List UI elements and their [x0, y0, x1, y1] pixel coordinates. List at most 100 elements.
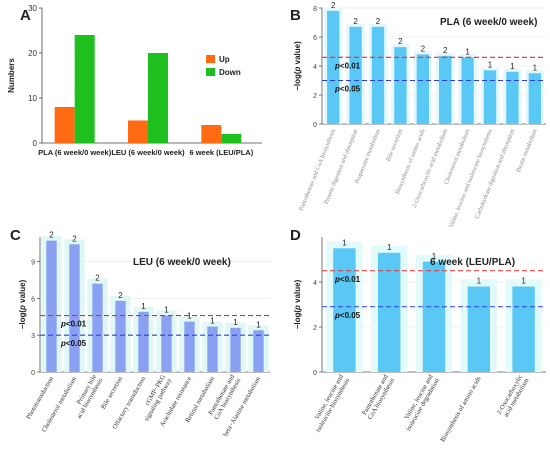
panel-letter-c: C [10, 227, 21, 244]
bar [416, 54, 429, 124]
bar [253, 330, 264, 372]
bar [46, 240, 57, 372]
y-tick-label: 2 [313, 93, 317, 100]
y-axis-label: −log(p value) [18, 279, 27, 329]
bar-down [148, 53, 168, 143]
panel-d: D 0 2 4 −log(p value) 1 Valine, leucine andiso… [290, 227, 546, 443]
panel-title: LEU (6 week/0 week) [133, 257, 231, 268]
bar [349, 26, 362, 125]
legend-label-down: Down [219, 68, 241, 77]
y-tick-label: 10 [28, 94, 37, 103]
bar [138, 311, 149, 372]
bar-count-label: 1 [510, 62, 515, 71]
bar [333, 248, 356, 372]
y-tick-label: 0 [33, 139, 38, 148]
bar [467, 286, 490, 372]
legend-swatch-down [206, 68, 215, 76]
y-tick-label: 30 [28, 4, 37, 13]
bar [461, 57, 474, 124]
bar [92, 283, 103, 372]
panel-letter-b: B [290, 7, 301, 24]
bar-count-label: 2 [353, 17, 358, 26]
bar-down [74, 35, 95, 143]
y-tick-label: 0 [313, 370, 317, 377]
y-tick-label: 4 [313, 64, 317, 71]
bar-count-label: 2 [443, 46, 448, 55]
bar-count-label: 2 [398, 37, 403, 46]
bar-count-label: 1 [465, 47, 470, 56]
bar [528, 73, 541, 124]
y-axis-label: −log(p value) [293, 41, 302, 91]
panel-letter-a: A [20, 7, 31, 24]
threshold-label: p<0.01 [334, 275, 361, 284]
bar-count-label: 2 [376, 17, 381, 26]
y-axis-label: −log(p value) [293, 279, 302, 329]
bar-count-label: 1 [533, 63, 538, 72]
bar-count-label: 1 [210, 317, 215, 326]
bar [207, 326, 218, 372]
threshold-label: p<0.01 [334, 61, 361, 70]
bar [378, 252, 401, 372]
x-tick-label: Pantothenate andCoA biosynthesis [361, 373, 397, 421]
bar-count-label: 1 [187, 312, 192, 321]
x-tick-label: Bile secretion [385, 128, 404, 162]
x-tick-label: 2-Oxocarboxylicacid metabolism [496, 373, 531, 420]
bar [512, 286, 535, 372]
bar-count-label: 1 [521, 277, 526, 286]
bar [394, 47, 407, 124]
bar-count-label: 2 [72, 234, 77, 243]
panel-letter-d: D [290, 227, 301, 244]
x-tick-label: 6 week (LEU/PLA) [189, 148, 253, 157]
bar-count-label: 2 [95, 274, 100, 283]
bar [161, 315, 172, 372]
panel-a: A 0 10 20 30 Numbers PLA (6 week/0 week) LEU (6… [7, 4, 262, 157]
bar-count-label: 1 [256, 320, 261, 329]
legend-swatch-up [206, 55, 215, 63]
threshold-label: p<0.01 [60, 320, 87, 329]
bar-count-label: 2 [118, 291, 123, 300]
y-tick-label: 6 [313, 35, 317, 42]
bar-up [54, 107, 75, 143]
x-tick-label: Biotin metabolism [515, 128, 539, 173]
bar-count-label: 1 [141, 302, 146, 311]
y-tick-label: 3 [31, 333, 35, 340]
x-tick-label: Propanoate metabolism [354, 128, 382, 185]
bar-count-label: 1 [164, 306, 169, 315]
y-tick-label: 6 [31, 296, 35, 303]
x-tick-label: Carbohydrate digestion and absorption [474, 128, 516, 220]
y-tick-label: 4 [313, 280, 317, 287]
bar [439, 55, 452, 124]
x-tick-label: LEU (6 week/0 week) [111, 148, 185, 157]
y-axis-label: Numbers [7, 58, 16, 93]
threshold-label: p<0.05 [60, 339, 87, 348]
threshold-label: p<0.05 [334, 311, 361, 320]
x-tick-label: Valine, leucine and isoleucine biosynthe… [448, 128, 494, 229]
threshold-label: p<0.05 [334, 85, 361, 94]
bar-count-label: 1 [432, 252, 437, 261]
bar-count-label: 1 [477, 277, 482, 286]
bar [371, 26, 385, 125]
bar [327, 10, 340, 124]
bar [184, 321, 195, 372]
panel-title: 6 week (LEU/PLA) [430, 257, 515, 268]
y-tick-label: 0 [31, 370, 35, 377]
bar [483, 70, 497, 124]
bar-count-label: 1 [233, 318, 238, 327]
x-tick-label: Valine, leucine andisoleucine biosynthes… [308, 373, 351, 434]
bar [230, 327, 241, 372]
bar-count-label: 1 [342, 238, 347, 247]
bar [69, 244, 80, 372]
bar [115, 300, 126, 372]
panel-title: PLA (6 week/0 week) [440, 17, 537, 28]
x-tick-label: PLA (6 week/0 week) [38, 148, 112, 157]
bar-count-label: 2 [331, 1, 336, 10]
bar [506, 71, 519, 124]
x-tick-label: Biosynthesis of amino acids [439, 375, 482, 443]
x-tick-label: Bile secretion [100, 375, 125, 411]
bar-up [128, 120, 148, 143]
legend-label-up: Up [219, 55, 230, 64]
